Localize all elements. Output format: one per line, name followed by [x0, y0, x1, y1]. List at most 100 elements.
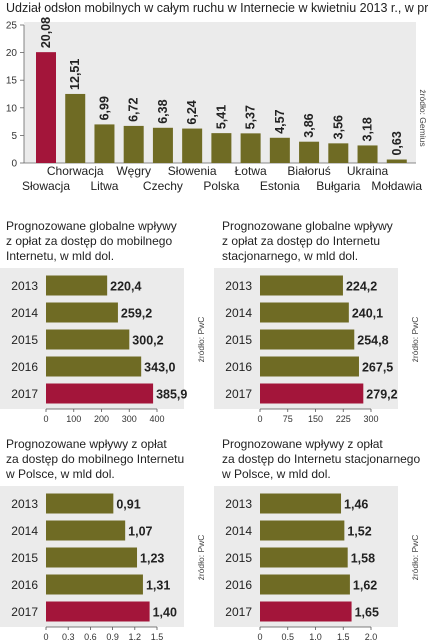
global-fixed-subtitle: Prognozowane globalne wpływy z opłat za …: [222, 219, 393, 263]
bar: [46, 520, 126, 541]
category-label: Polska: [203, 179, 239, 193]
x-tick-label: 1,2: [129, 632, 142, 640]
category-label: 2015: [11, 551, 38, 565]
bar: [386, 159, 407, 163]
source-label: źródło: PwC: [196, 535, 206, 581]
chart-svg: 2013 0,91 2014 1,07 2015 1,23 2016 1,31 2017 1,40…: [0, 486, 206, 640]
bar-value-label: 279,2: [366, 388, 397, 402]
bar: [65, 93, 86, 163]
category-label: 2016: [11, 578, 38, 592]
x-tick-label: 0: [257, 414, 262, 424]
bar: [46, 601, 150, 622]
x-tick-label: 0,6: [84, 632, 97, 640]
bar-value-label: 4,57: [273, 109, 287, 133]
x-tick-label: 200: [94, 414, 109, 424]
category-label: 2017: [11, 387, 38, 401]
bar-value-label: 1,40: [153, 606, 177, 620]
category-label: 2015: [225, 551, 252, 565]
category-label: 2015: [11, 333, 38, 347]
bar: [36, 52, 56, 163]
bar-value-label: 20,08: [39, 17, 53, 48]
poland-fixed-subtitle: Prognozowane wpływy z opłat za dostęp do…: [222, 437, 421, 481]
poland-mobile-subtitle: Prognozowane wpływy z opłat za dostęp do…: [6, 437, 185, 481]
y-tick-label: 0: [11, 159, 17, 170]
category-label: 2014: [11, 306, 38, 320]
bar: [260, 329, 355, 350]
source-label: źródło: PwC: [410, 317, 420, 363]
bar: [94, 124, 115, 163]
bar: [46, 383, 154, 404]
bar-value-label: 1,62: [353, 579, 377, 593]
bar-value-label: 1,46: [344, 498, 368, 512]
poland-fixed-revenue-chart: 2013 1,46 2014 1,52 2015 1,58 2016 1,62 2017 1,65…: [214, 484, 428, 640]
bar-value-label: 6,99: [97, 96, 111, 120]
source-label: źródło: Gemius: [418, 89, 428, 146]
bar: [357, 145, 378, 163]
category-label: Litwa: [90, 179, 118, 193]
bar: [211, 133, 232, 163]
y-tick-label: 20: [6, 48, 18, 59]
bar: [260, 601, 352, 622]
bar: [46, 547, 138, 568]
bar-value-label: 385,9: [156, 388, 187, 402]
bar: [260, 493, 342, 514]
category-label: 2014: [225, 306, 252, 320]
bar: [240, 133, 261, 163]
category-label: 2016: [225, 360, 252, 374]
category-label: 2015: [225, 333, 252, 347]
bar-value-label: 1,31: [146, 579, 170, 593]
bar: [46, 574, 143, 595]
y-tick-label: 15: [6, 76, 18, 87]
chart-svg: 0 5 10 15 20 25 20,08 Słowacja 12,51 Chorwacja 6,9…: [6, 17, 428, 193]
bar-value-label: 5,41: [214, 105, 228, 129]
x-tick-label: 225: [336, 414, 351, 424]
bar-value-label: 1,52: [347, 525, 371, 539]
bar: [260, 383, 364, 404]
category-label: 2016: [11, 360, 38, 374]
x-tick-label: 0: [257, 632, 262, 640]
category-label: 2014: [11, 524, 38, 538]
category-label: Słowenia: [168, 164, 217, 178]
global-mobile-revenue-chart: 2013 220,4 2014 259,2 2015 300,2 2016 343,0 2017…: [0, 266, 214, 424]
category-label: 2013: [11, 497, 38, 511]
bar-value-label: 224,2: [346, 280, 377, 294]
category-label: 2014: [225, 524, 252, 538]
category-label: 2016: [225, 578, 252, 592]
bar-value-label: 6,24: [185, 100, 199, 124]
bar-value-label: 343,0: [144, 361, 175, 375]
bar-value-label: 1,65: [355, 606, 379, 620]
chart-svg: 2013 220,4 2014 259,2 2015 300,2 2016 343,0 2017…: [0, 268, 206, 424]
bar-value-label: 1,23: [140, 552, 164, 566]
bar-value-label: 1,07: [128, 525, 152, 539]
bar-value-label: 300,2: [132, 334, 163, 348]
x-tick-label: 0,3: [62, 632, 75, 640]
category-label: Łotwa: [235, 164, 267, 178]
bar: [46, 356, 142, 377]
x-tick-label: 0,9: [106, 632, 119, 640]
bar: [269, 137, 290, 163]
bar-value-label: 5,37: [244, 105, 258, 129]
bar-value-label: 12,51: [68, 59, 82, 90]
bar: [46, 493, 114, 514]
bar-value-label: 220,4: [110, 280, 141, 294]
x-tick-label: 300: [122, 414, 137, 424]
x-tick-label: 75: [283, 414, 293, 424]
bar: [260, 275, 343, 296]
global-mobile-subtitle: Prognozowane globalne wpływy z opłat za …: [6, 219, 177, 263]
bar: [260, 520, 345, 541]
category-label: 2013: [225, 497, 252, 511]
y-tick-label: 25: [6, 21, 18, 32]
category-label: Bułgaria: [316, 179, 360, 193]
category-label: Ukraina: [347, 164, 389, 178]
bar-value-label: 1,58: [351, 552, 375, 566]
bar: [46, 275, 108, 296]
chart-svg: 2013 1,46 2014 1,52 2015 1,58 2016 1,62 2017 1,65…: [214, 486, 420, 640]
bar: [46, 329, 130, 350]
bar-value-label: 240,1: [352, 307, 383, 321]
bar-value-label: 6,72: [127, 98, 141, 122]
x-tick-label: 1,0: [309, 632, 322, 640]
x-tick-label: 1,5: [337, 632, 350, 640]
category-label: Mołdawia: [371, 179, 422, 193]
x-tick-label: 150: [308, 414, 323, 424]
bar: [328, 143, 349, 163]
